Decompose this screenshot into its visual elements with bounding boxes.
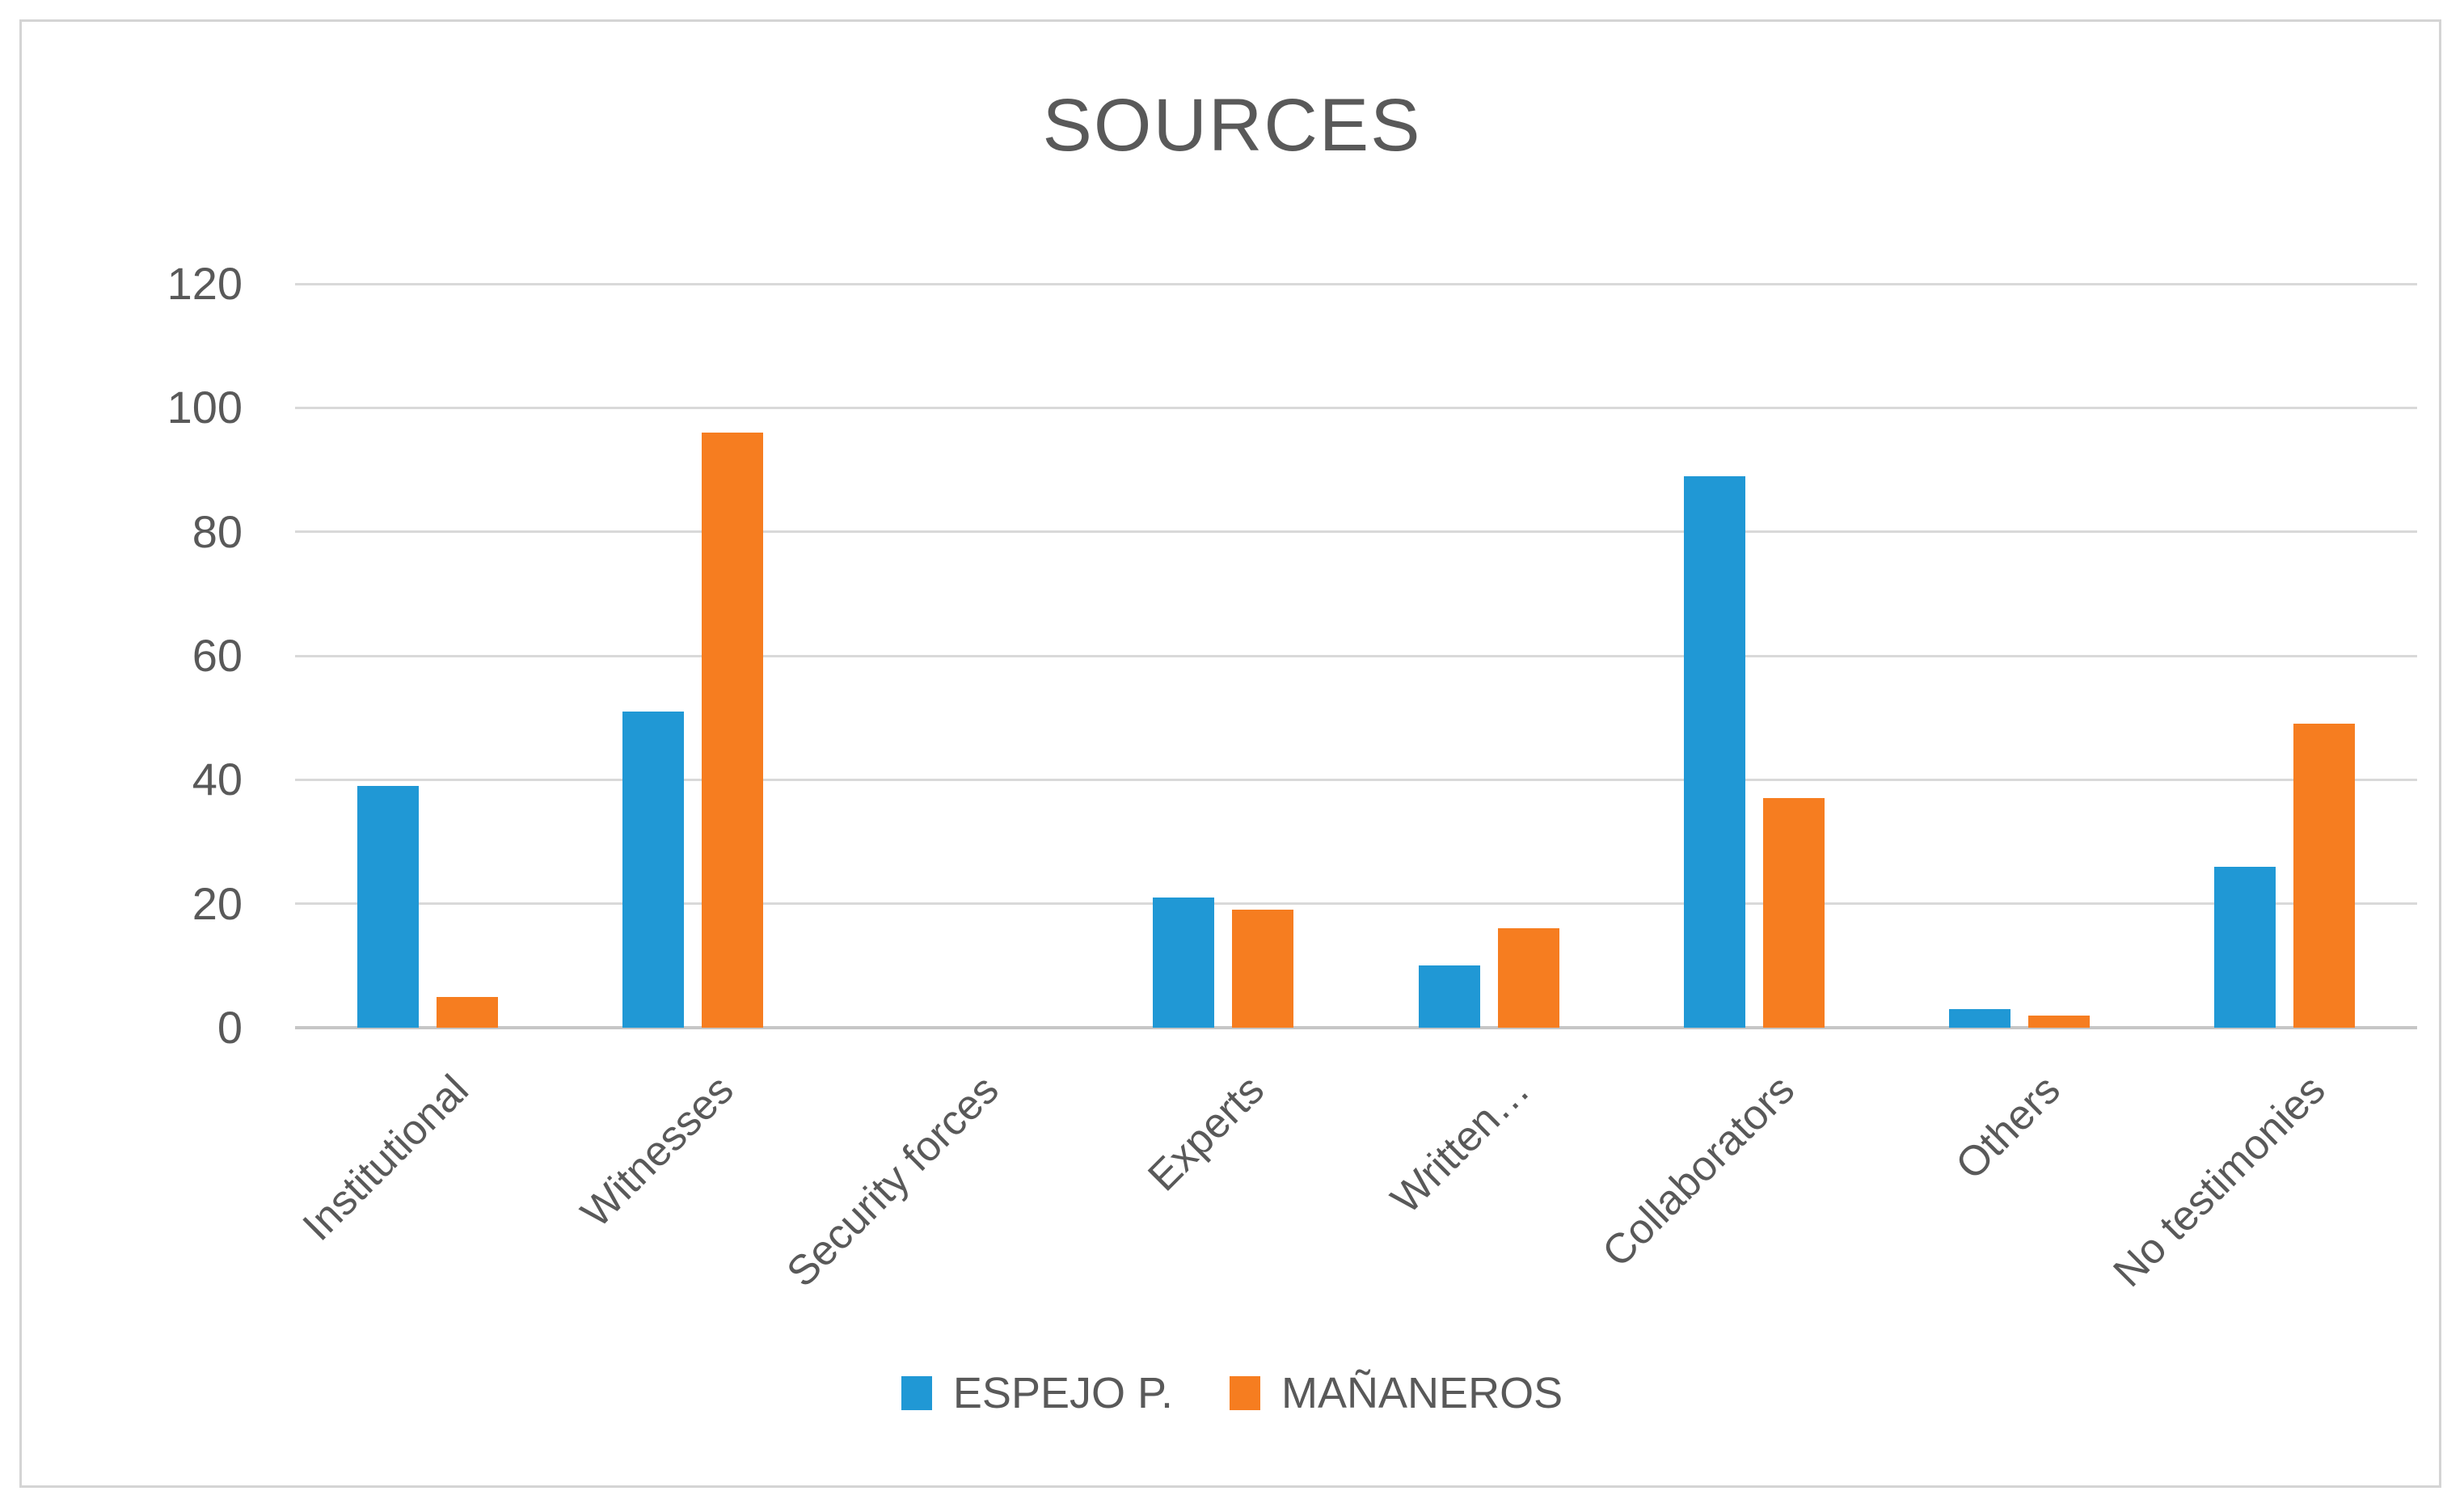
- bar-mananeros: [2293, 724, 2355, 1028]
- bar-espejo-p: [1418, 965, 1480, 1028]
- y-tick-label: 40: [192, 754, 243, 805]
- legend: ESPEJO P. MAÑANEROS: [0, 1368, 2464, 1418]
- bar-mananeros: [437, 996, 499, 1028]
- bar-espejo-p: [2213, 866, 2276, 1028]
- bar-mananeros: [1497, 928, 1559, 1028]
- y-tick-label: 0: [217, 1002, 243, 1053]
- legend-item-espejo-p: ESPEJO P.: [901, 1368, 1173, 1418]
- category-label: Others: [1947, 1066, 2070, 1189]
- bar-espejo-p: [1683, 475, 1745, 1028]
- category-label: Collaborators: [1593, 1066, 1804, 1277]
- bar-mananeros: [1762, 798, 1825, 1028]
- y-tick-label: 20: [192, 877, 243, 929]
- chart-title: SOURCES: [1042, 84, 1422, 167]
- chart-frame: [19, 19, 2441, 1488]
- gridline: [295, 778, 2417, 781]
- bar-espejo-p: [622, 712, 685, 1028]
- legend-label-mananeros: MAÑANEROS: [1281, 1369, 1563, 1417]
- gridline: [295, 282, 2417, 285]
- category-label: Experts: [1139, 1066, 1274, 1201]
- y-tick-label: 100: [167, 382, 243, 433]
- bar-espejo-p: [1948, 1009, 2010, 1028]
- x-axis-line: [295, 1026, 2417, 1029]
- bar-mananeros: [702, 433, 764, 1028]
- gridline: [295, 530, 2417, 534]
- category-label: Security forces: [778, 1066, 1009, 1296]
- legend-item-mananeros: MAÑANEROS: [1230, 1368, 1563, 1418]
- category-label: No testimonies: [2104, 1066, 2335, 1296]
- y-tick-label: 60: [192, 630, 243, 681]
- gridline: [295, 406, 2417, 409]
- legend-swatch-mananeros-icon: [1230, 1376, 1261, 1410]
- category-label: Institutional: [293, 1066, 478, 1250]
- category-label: Written…: [1382, 1066, 1539, 1223]
- legend-swatch-espejo-p-icon: [901, 1376, 932, 1410]
- category-label: Witnesses: [572, 1066, 743, 1237]
- y-tick-label: 120: [167, 258, 243, 309]
- bar-espejo-p: [357, 786, 420, 1028]
- gridline: [295, 654, 2417, 657]
- y-tick-label: 80: [192, 505, 243, 557]
- legend-label-espejo-p: ESPEJO P.: [952, 1369, 1174, 1417]
- gridline: [295, 902, 2417, 906]
- bar-mananeros: [2027, 1015, 2090, 1028]
- bar-espejo-p: [1153, 898, 1215, 1028]
- bar-mananeros: [1232, 910, 1294, 1028]
